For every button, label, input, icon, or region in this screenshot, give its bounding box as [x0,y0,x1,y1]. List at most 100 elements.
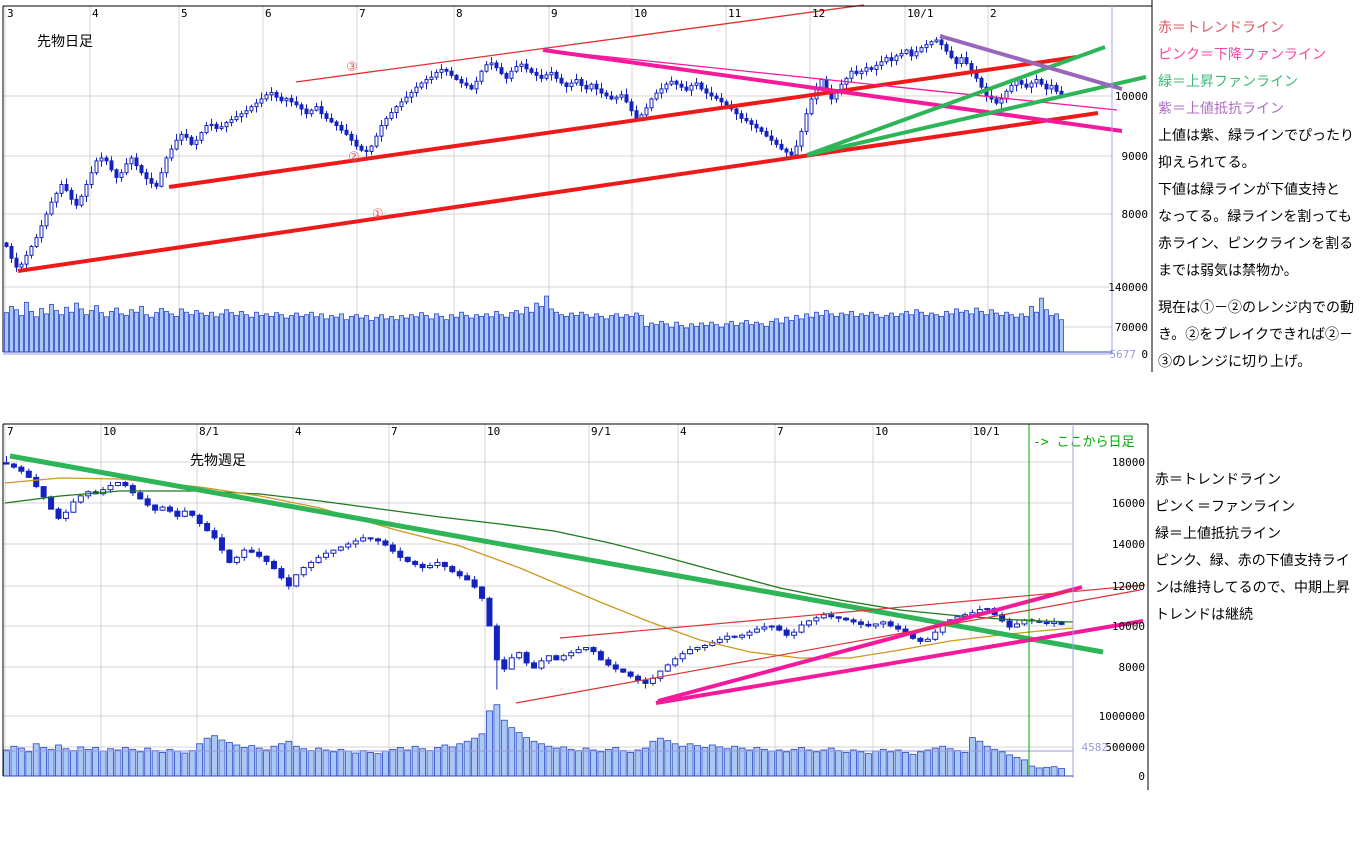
volume-bar [969,313,974,353]
volume-bar [994,312,999,353]
volume-bar [775,749,783,777]
daily-range-marker-text: -> ここから日足 [1033,435,1134,450]
commentary-line: なってる。緑ラインを割っても [1158,208,1352,224]
candle-body [329,117,334,123]
volume-bar [136,751,144,777]
pink-fan-1 [657,585,1083,703]
candle-body [524,63,529,70]
candle-body [464,575,471,581]
x-axis-label: 10 [634,7,647,20]
volume-bar [779,322,784,353]
candle-body [612,664,619,670]
volume-bar [211,735,218,777]
candle-body [3,462,10,465]
volume-bar [894,315,899,353]
candle-body [684,86,689,91]
candle-body [284,97,289,102]
volume-bar [225,742,233,777]
y-axis-label: 8000 [1122,208,1149,221]
candle-body [759,127,764,132]
volume-bar [254,311,259,353]
volume-bar [307,750,315,777]
volume-bar [1054,313,1059,353]
candle-body [664,83,669,90]
candle-body [714,95,719,99]
candle-body [429,76,434,80]
y-axis-label: 14000 [1112,538,1145,551]
candle-body [309,109,314,115]
candle-body [374,135,379,147]
candle-body [774,139,779,145]
volume-bar [409,314,414,353]
candle-body [239,113,244,118]
volume-bar [976,740,984,777]
candle-body [414,86,419,93]
candle-body [889,57,894,62]
candle-body [794,145,799,156]
candle-body [199,132,204,141]
candle-body [519,63,524,67]
volume-bar [979,310,984,353]
candle-body [274,91,279,98]
candle-body [854,70,859,75]
candle-body [669,80,674,85]
candle-body [345,543,352,548]
volume-bar [219,313,224,353]
volume-bar [47,748,55,777]
candle-body [724,635,731,640]
x-axis-label: 4 [92,7,99,20]
volume-bar [999,315,1004,353]
candle-body [304,108,309,115]
volume-bar [857,751,865,777]
volume-bar [354,314,359,353]
volume-bar [144,314,149,353]
volume-bar [299,315,304,353]
volume-bar [639,315,644,353]
candle-body [597,651,604,661]
volume-bar [809,316,814,353]
volume-bar [539,306,544,353]
candle-body [149,178,154,184]
volume-bar [199,312,204,353]
y-axis-label: 9000 [1122,150,1149,163]
volume-bar [753,747,761,777]
candle-body [539,74,544,79]
volume-bar [627,752,635,777]
candle-body [229,119,234,124]
volume-bar [278,743,285,777]
volume-bar [552,747,560,777]
volume-bar [169,313,174,353]
volume-bar [300,748,308,777]
candle-body [449,566,456,573]
volume-bar [99,750,107,777]
volume-bar [597,751,605,777]
volume-bar [109,310,114,353]
candle-body [209,123,214,126]
volume-bar [188,750,196,777]
pink-fan-2 [655,619,1144,705]
candle-body [599,88,604,94]
x-axis-label: 10 [875,425,888,438]
volume-bar [1035,767,1043,777]
volume-bar [62,748,70,777]
candle-body [865,623,872,627]
candle-body [218,537,225,551]
volume-bar [814,311,819,353]
x-axis-label: 4 [295,425,302,438]
candle-body [25,470,32,478]
candle-body [322,552,329,558]
volume-bar [827,747,835,777]
candle-body [553,655,560,661]
weekly-commentary-panel: 赤＝トレンドライン ピンく＝ファンライン 緑＝上値抵抗ライン ピンク、緑、赤の下… [1155,466,1366,628]
candle-body [699,82,704,90]
candle-body [516,652,523,659]
volume-bar [259,315,264,353]
candle-body [590,647,597,653]
volume-bar [24,301,29,353]
candle-body [1054,84,1059,92]
candle-body [70,501,77,513]
y-axis-label: 12000 [1112,580,1145,593]
candle-body [349,133,354,141]
volume-bar [954,750,961,777]
volume-bar [924,315,929,353]
